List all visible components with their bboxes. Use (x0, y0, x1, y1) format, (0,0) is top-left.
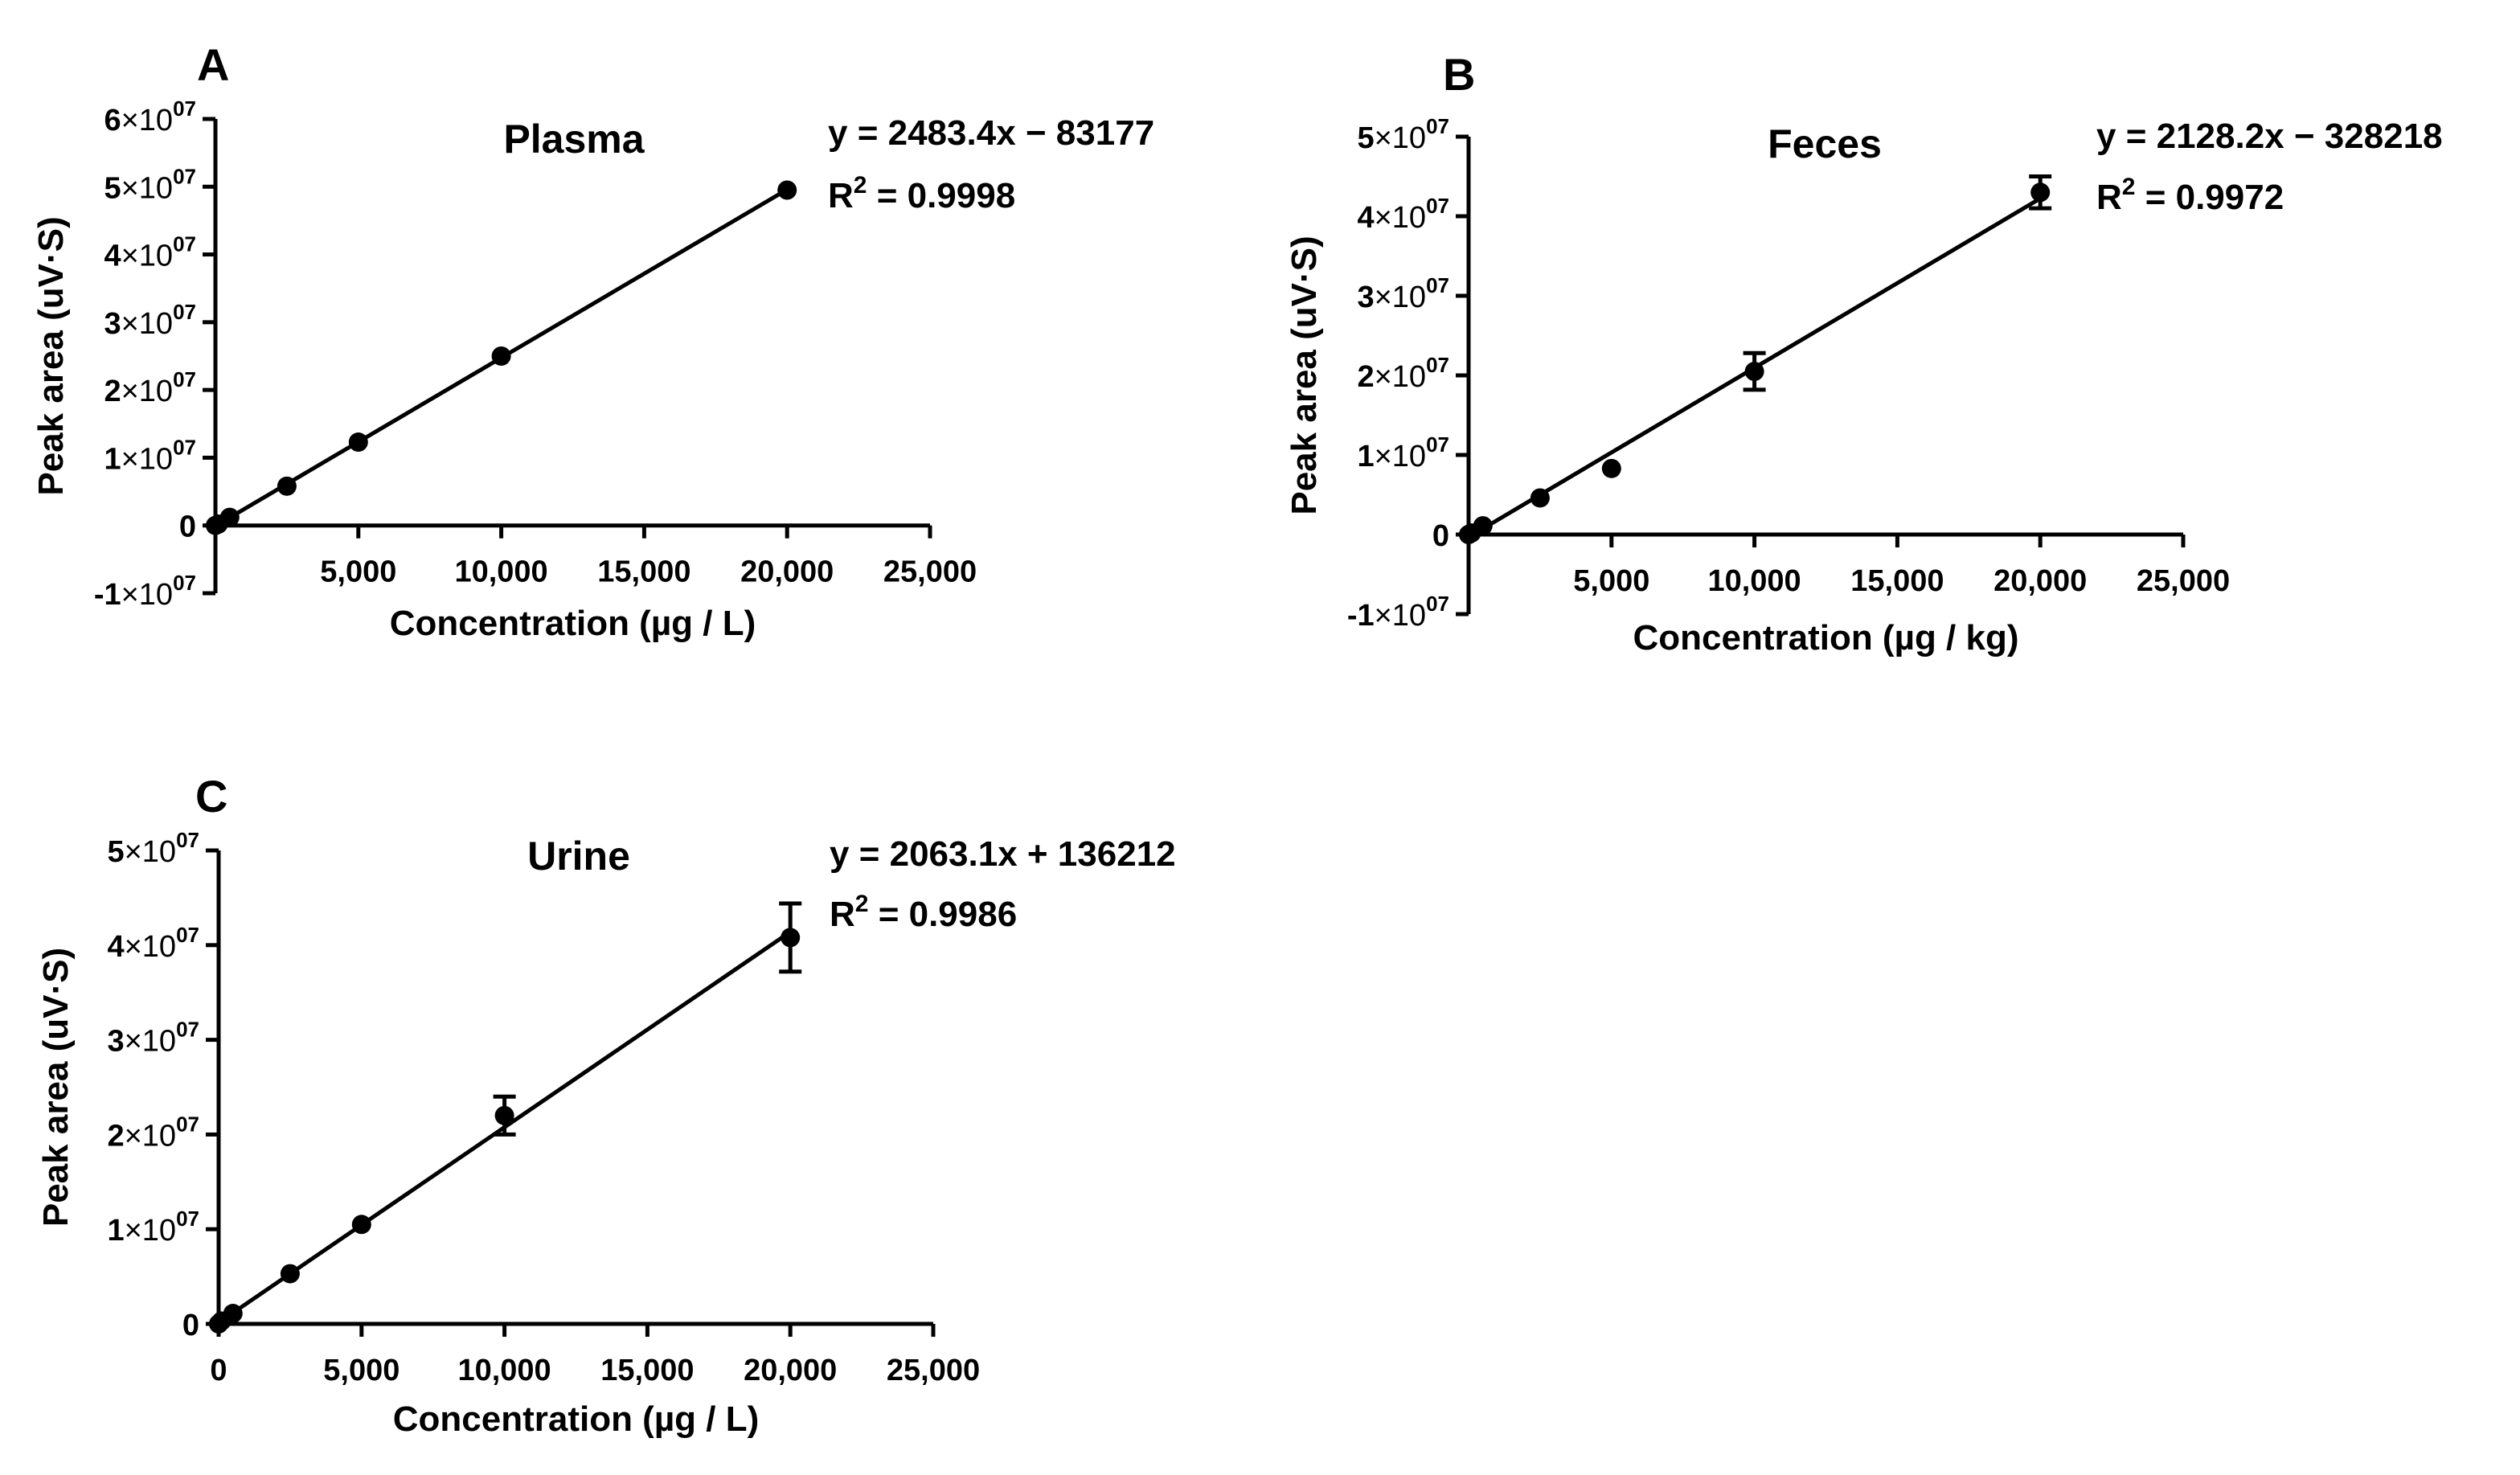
x-tick-label: 20,000 (1993, 564, 2087, 598)
x-tick-label: 5,000 (323, 1354, 400, 1387)
data-point (491, 346, 511, 366)
data-point (777, 180, 797, 200)
regression-equation: y = 2483.4x − 83177 (828, 113, 1154, 153)
x-axis-label: Concentration (µg / kg) (1633, 618, 2018, 658)
r-squared: R2 = 0.9986 (830, 891, 1017, 934)
y-tick-label: -1×1007 (1347, 592, 1449, 633)
y-axis-label: Peak area (uV·S) (31, 216, 71, 495)
x-tick-label: 20,000 (740, 555, 834, 589)
panel-c: C Urine 5×1007 4×1007 3×1007 2×1007 1×1007 00 5,… (36, 771, 1176, 1439)
x-tick-label: 25,000 (883, 555, 977, 589)
y-axis-label: Peak area (uV·S) (1285, 236, 1324, 514)
x-tick-label: 15,000 (600, 1354, 694, 1387)
panel-letter: A (197, 39, 229, 90)
panel-letter: B (1443, 49, 1475, 100)
r-squared: R2 = 0.9972 (2096, 174, 2284, 217)
y-axis-label: Peak area (uV·S) (36, 948, 76, 1227)
panel-letter: C (195, 771, 227, 821)
data-point (1601, 458, 1621, 478)
regression-equation: y = 2128.2x − 328218 (2096, 117, 2443, 156)
y-tick-label: 3×1007 (104, 300, 196, 341)
data-point (1473, 516, 1493, 536)
y-tick-label: 1×1007 (104, 435, 196, 476)
regression-equation: y = 2063.1x + 136212 (830, 834, 1176, 874)
data-point (219, 507, 240, 527)
y-tick-label: 0 (179, 510, 196, 544)
y-tick-label: 1×1007 (107, 1207, 199, 1248)
y-tick-label: 5×1007 (104, 164, 196, 205)
data-point (781, 928, 801, 948)
data-point (351, 1215, 371, 1235)
y-tick-label: 0 (1432, 519, 1449, 553)
y-tick-label: 2×1007 (107, 1112, 199, 1153)
y-tick-label: 0 (182, 1309, 199, 1342)
chart-title: Urine (527, 834, 630, 879)
x-axis-label: Concentration (µg / L) (390, 604, 756, 643)
data-point (348, 432, 368, 453)
x-tick-label: 5,000 (1573, 564, 1649, 598)
data-point (1530, 488, 1550, 508)
panel-b: B Feces 5×1007 4×1007 3×1007 2×1007 1×1007 0 -1×… (1285, 49, 2443, 658)
data-point (223, 1304, 243, 1324)
y-tick-label: 1×1007 (1357, 432, 1449, 473)
data-point (494, 1105, 514, 1125)
x-tick-label: 10,000 (454, 555, 547, 589)
data-point (280, 1264, 300, 1284)
y-tick-label: -1×1007 (94, 571, 196, 612)
y-tick-label: 4×1007 (104, 232, 196, 273)
y-tick-label: 2×1007 (1357, 353, 1449, 394)
x-tick-label: 0 (210, 1354, 227, 1387)
r-squared: R2 = 0.9998 (828, 172, 1015, 215)
x-axis-label: Concentration (µg / L) (393, 1399, 760, 1439)
y-tick-label: 6×1007 (104, 96, 196, 137)
x-tick-label: 15,000 (597, 555, 690, 589)
y-tick-label: 4×1007 (1357, 194, 1449, 235)
y-tick-label: 3×1007 (107, 1018, 199, 1059)
data-point (277, 476, 297, 496)
data-point (1744, 362, 1764, 382)
y-tick-label: 5×1007 (107, 828, 199, 869)
chart-title: Feces (1768, 121, 1882, 166)
x-tick-label: 25,000 (2137, 564, 2230, 598)
y-tick-label: 3×1007 (1357, 273, 1449, 314)
x-tick-label: 10,000 (1707, 564, 1801, 598)
data-point (2030, 182, 2051, 203)
x-tick-label: 25,000 (887, 1354, 980, 1387)
chart-title: Plasma (503, 117, 645, 162)
x-tick-label: 5,000 (320, 555, 396, 589)
y-tick-label: 2×1007 (104, 367, 196, 408)
panel-a: A Plasma 6×1007 5×1007 4×1007 3×1007 2×1007 1×1… (31, 39, 1154, 643)
x-tick-label: 20,000 (744, 1354, 837, 1387)
x-tick-label: 10,000 (457, 1354, 551, 1387)
y-tick-label: 4×1007 (107, 923, 199, 964)
x-tick-label: 15,000 (1850, 564, 1944, 598)
y-tick-label: 5×1007 (1357, 114, 1449, 155)
